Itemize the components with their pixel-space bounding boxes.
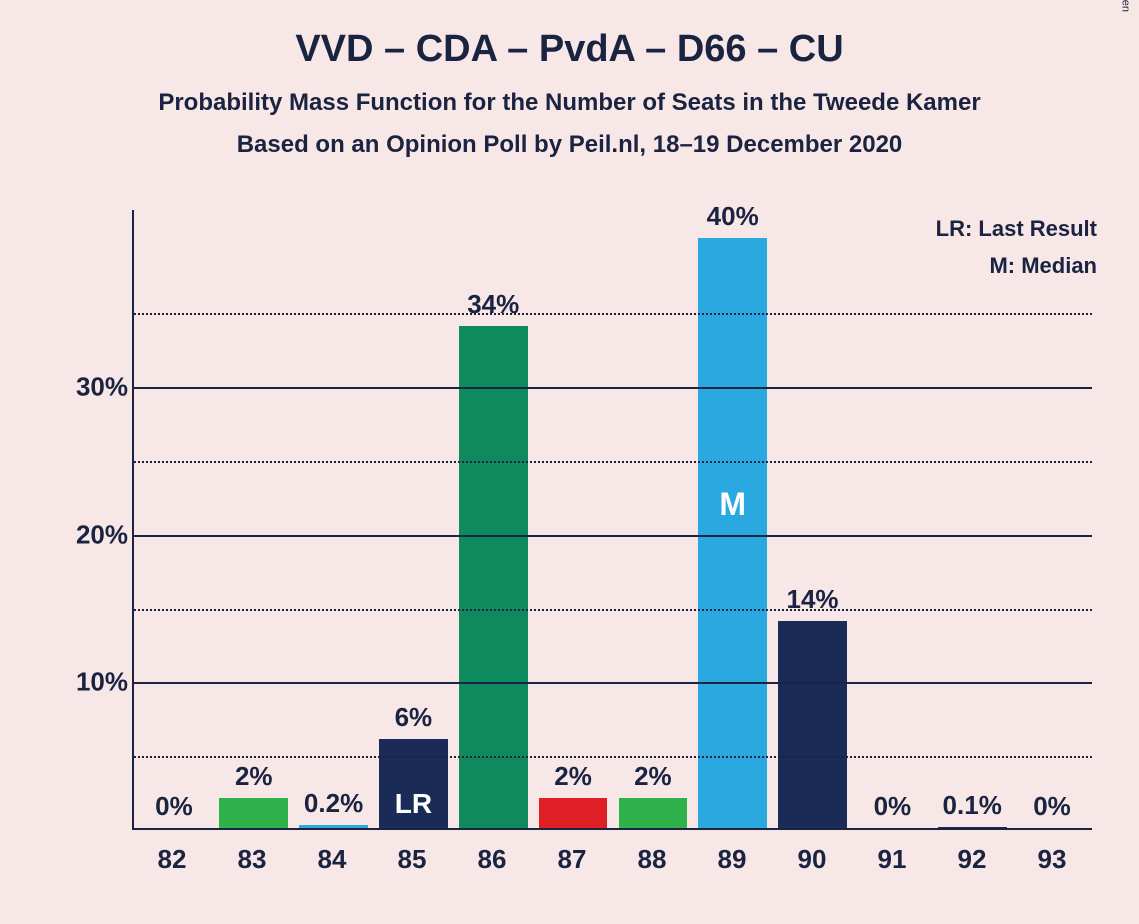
- bar: 14%: [778, 621, 847, 828]
- x-axis-labels: 828384858687888990919293: [132, 836, 1092, 875]
- y-axis-label: 20%: [76, 519, 128, 550]
- bar-value-label: 0%: [874, 791, 912, 822]
- copyright-text: © 2021 Filip van Laenen: [1119, 0, 1131, 12]
- bar: 0.2%: [299, 825, 368, 828]
- bar-slot: 6% LR: [373, 210, 453, 828]
- bar-value-label: 0.2%: [304, 788, 363, 819]
- x-axis-label: 92: [932, 836, 1012, 875]
- bar-value-label: 40%: [707, 201, 759, 232]
- x-axis-label: 89: [692, 836, 772, 875]
- bar: 0.1%: [938, 827, 1007, 828]
- gridline-major: [134, 535, 1092, 537]
- bar-value-label: 2%: [554, 761, 592, 792]
- bar-marker-median: M: [719, 486, 746, 523]
- bar-value-label: 2%: [235, 761, 273, 792]
- chart-area: 0%2%0.2%6%LR34%2%2%40%M14%0%0.1%0% 82838…: [60, 210, 1100, 880]
- bar: 2%: [219, 798, 288, 828]
- x-axis-label: 91: [852, 836, 932, 875]
- plot-area: 0%2%0.2%6%LR34%2%2%40%M14%0%0.1%0%: [132, 210, 1092, 830]
- bar-value-label: 2%: [634, 761, 672, 792]
- bar-slot: 2%: [533, 210, 613, 828]
- bar: 40%M: [698, 238, 767, 828]
- bar-slot: 0%: [134, 210, 214, 828]
- bar-marker-last-result: LR: [395, 788, 432, 820]
- bar-slot: 0.1%: [932, 210, 1012, 828]
- gridline-minor: [134, 461, 1092, 463]
- x-axis-label: 84: [292, 836, 372, 875]
- x-axis-label: 82: [132, 836, 212, 875]
- chart-title: VVD – CDA – PvdA – D66 – CU: [0, 0, 1139, 71]
- chart-subtitle-2: Based on an Opinion Poll by Peil.nl, 18–…: [0, 131, 1139, 159]
- x-axis-label: 86: [452, 836, 532, 875]
- x-axis-label: 85: [372, 836, 452, 875]
- gridline-major: [134, 387, 1092, 389]
- bar-value-label: 0.1%: [943, 790, 1002, 821]
- gridline-minor: [134, 756, 1092, 758]
- bar-value-label: 6%: [395, 702, 433, 733]
- bar-slot: 0%: [852, 210, 932, 828]
- x-axis-label: 93: [1012, 836, 1092, 875]
- bar-slot: 2%: [214, 210, 294, 828]
- bar-value-label: 34%: [467, 289, 519, 320]
- bar-value-label: 0%: [155, 791, 193, 822]
- bar-slot: 2%: [613, 210, 693, 828]
- x-axis-label: 87: [532, 836, 612, 875]
- bar-value-label: 14%: [787, 584, 839, 615]
- bar-slot: 14%: [773, 210, 853, 828]
- gridline-minor: [134, 609, 1092, 611]
- gridline-minor: [134, 313, 1092, 315]
- bar-value-label: 0%: [1033, 791, 1071, 822]
- chart-subtitle-1: Probability Mass Function for the Number…: [0, 89, 1139, 117]
- bar: 2%: [539, 798, 608, 828]
- x-axis-label: 90: [772, 836, 852, 875]
- x-axis-label: 83: [212, 836, 292, 875]
- x-axis-label: 88: [612, 836, 692, 875]
- y-axis-label: 30%: [76, 372, 128, 403]
- gridline-major: [134, 682, 1092, 684]
- bar-slot: 40%M: [693, 210, 773, 828]
- bar-slot: 0.2%: [294, 210, 374, 828]
- bar: 6%LR: [379, 739, 448, 828]
- bar-slot: 34%: [453, 210, 533, 828]
- bar: 2%: [619, 798, 688, 828]
- y-axis-label: 10%: [76, 667, 128, 698]
- bar-slot: 0%: [1012, 210, 1092, 828]
- bars-container: 0%2%0.2%6%LR34%2%2%40%M14%0%0.1%0%: [134, 210, 1092, 828]
- bar: 34%: [459, 326, 528, 828]
